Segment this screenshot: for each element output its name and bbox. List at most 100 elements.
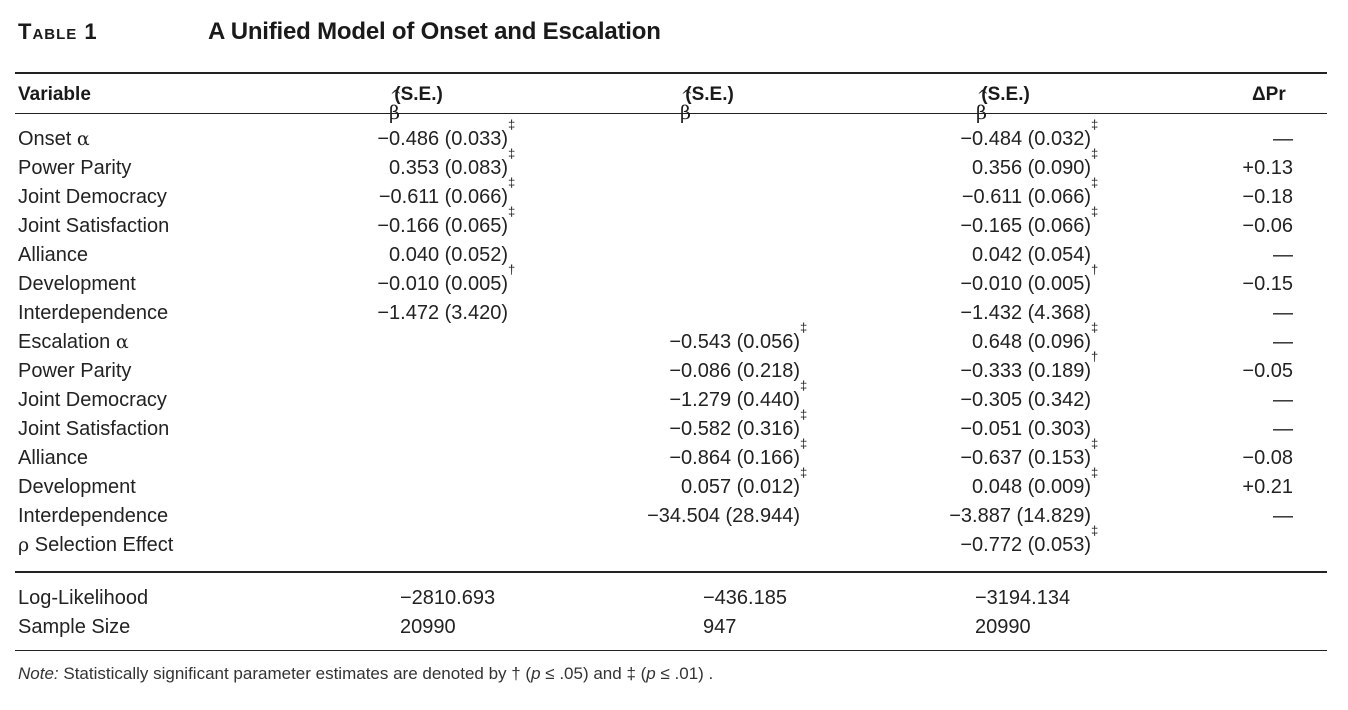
delta-pr-cell: — xyxy=(1273,244,1293,266)
estimate-cell: −0.484 (0.032)‡ xyxy=(960,117,1099,150)
table-note: Note: Statistically significant paramete… xyxy=(18,664,713,684)
estimate-cell: −0.010 (0.005)† xyxy=(960,262,1099,295)
variable-cell: Joint Democracy xyxy=(18,389,167,411)
variable-cell: Alliance xyxy=(18,447,89,469)
bottom-rule xyxy=(15,650,1327,651)
delta-pr-cell: — xyxy=(1273,505,1293,527)
variable-cell: Development xyxy=(18,476,136,498)
variable-cell: Development xyxy=(18,273,136,295)
table-row: Power Parity −0.086 (0.218) −0.333 (0.189)… xyxy=(0,349,1348,389)
delta-pr-cell: — xyxy=(1273,331,1293,353)
estimate-cell xyxy=(800,534,810,557)
stats-value: 947 xyxy=(703,616,737,638)
estimate-cell: −3.887 (14.829) xyxy=(949,505,1091,527)
estimate-cell: 0.356 (0.090)‡ xyxy=(972,146,1099,179)
estimate-cell xyxy=(800,157,810,180)
table-body: Onset α −0.486 (0.033)‡ −0.484 (0.032)‡ — Po… xyxy=(0,117,1348,563)
estimate-cell: −0.010 (0.005)† xyxy=(377,262,516,295)
estimate-cell: 0.048 (0.009)‡ xyxy=(972,465,1099,498)
estimate-cell: 0.042 (0.054) xyxy=(972,244,1091,266)
table-title: A Unified Model of Onset and Escalation xyxy=(208,18,661,45)
estimate-cell: 0.353 (0.083)‡ xyxy=(389,146,516,179)
table-label: Table 1 xyxy=(18,19,98,44)
table-caption: Table 1 A Unified Model of Onset and Esc… xyxy=(18,14,661,50)
estimate-cell: −0.543 (0.056)‡ xyxy=(669,320,808,353)
table-row: Interdependence −1.472 (3.420) −1.432 (4.3… xyxy=(0,302,1348,331)
delta-pr-cell: −0.05 xyxy=(1242,360,1293,382)
variable-cell: Joint Democracy xyxy=(18,186,167,208)
estimate-cell: −0.486 (0.033)‡ xyxy=(377,117,516,150)
table-row: Joint Satisfaction −0.582 (0.316)‡ −0.051 … xyxy=(0,407,1348,447)
estimate-cell xyxy=(800,128,810,151)
estimate-cell xyxy=(508,534,518,557)
delta-pr-cell: +0.13 xyxy=(1242,157,1293,179)
estimate-cell xyxy=(508,505,518,528)
stats-row: Log-Likelihood −2810.693 −436.185 −3194.134 xyxy=(0,587,1348,616)
note-text-b: ≤ .05) and ‡ ( xyxy=(540,664,647,683)
estimate-cell: −0.864 (0.166)‡ xyxy=(669,436,808,469)
delta-pr-cell: — xyxy=(1273,128,1293,150)
table-row: Joint Satisfaction −0.166 (0.065)‡ −0.165 … xyxy=(0,204,1348,244)
header-beta-se-1: ^ β (S.E.) xyxy=(389,84,443,124)
header-beta-se-3: ^ β (S.E.) xyxy=(976,84,1030,124)
stats-rule xyxy=(15,571,1327,573)
estimate-cell: −0.611 (0.066)‡ xyxy=(961,175,1099,208)
delta-pr-cell: −0.06 xyxy=(1242,215,1293,237)
stats-label: Sample Size xyxy=(18,616,131,638)
table-row: Development 0.057 (0.012)‡ 0.048 (0.009)‡ +… xyxy=(0,465,1348,505)
table-row: Power Parity 0.353 (0.083)‡ 0.356 (0.090)‡… xyxy=(0,146,1348,186)
note-lead: Note: xyxy=(18,664,59,683)
delta-pr-cell: — xyxy=(1273,302,1293,324)
estimate-cell: 0.648 (0.096)‡ xyxy=(972,320,1099,353)
table-row: Joint Democracy −1.279 (0.440)‡ −0.305 (0.… xyxy=(0,379,1348,418)
table-row: Alliance −0.864 (0.166)‡ −0.637 (0.153)‡ −0… xyxy=(0,436,1348,476)
table-row: Development −0.010 (0.005)† −0.010 (0.005)… xyxy=(0,262,1348,302)
delta-pr-cell: — xyxy=(1273,418,1293,440)
variable-cell: Interdependence xyxy=(18,505,169,527)
estimate-cell: −1.432 (4.368) xyxy=(960,302,1091,324)
table-row: Interdependence −34.504 (28.944) −3.887 (1… xyxy=(0,505,1348,534)
stats-value: −3194.134 xyxy=(975,587,1071,609)
estimate-cell: −0.772 (0.053)‡ xyxy=(960,523,1099,556)
variable-cell: Escalation α xyxy=(18,331,129,353)
estimate-cell xyxy=(508,418,518,441)
table-row: Joint Democracy −0.611 (0.066)‡ −0.611 (0.… xyxy=(0,175,1348,215)
table-row: ρ Selection Effect −0.772 (0.053)‡ xyxy=(0,523,1348,563)
note-text-c: ≤ .01) . xyxy=(655,664,714,683)
table-row: Escalation α −0.543 (0.056)‡ 0.648 (0.096)… xyxy=(0,320,1348,360)
variable-cell: Power Parity xyxy=(18,360,132,382)
estimate-cell: −0.582 (0.316)‡ xyxy=(669,407,808,440)
delta-pr-cell: — xyxy=(1273,389,1293,411)
estimate-cell xyxy=(508,389,518,412)
estimate-cell: −0.305 (0.342) xyxy=(960,389,1091,411)
delta-pr-cell: +0.21 xyxy=(1242,476,1293,498)
table-row: Onset α −0.486 (0.033)‡ −0.484 (0.032)‡ — xyxy=(0,117,1348,157)
estimate-cell: 0.057 (0.012)‡ xyxy=(681,465,808,498)
estimate-cell: 0.040 (0.052) xyxy=(389,244,508,266)
estimate-cell: −0.333 (0.189)† xyxy=(960,349,1099,382)
table-stats: Log-Likelihood −2810.693 −436.185 −3194.134… xyxy=(0,587,1348,645)
estimate-cell: −0.611 (0.066)‡ xyxy=(378,175,516,208)
header-rule xyxy=(15,113,1327,114)
delta-pr-cell: −0.18 xyxy=(1242,186,1293,208)
stats-value: 20990 xyxy=(975,616,1031,638)
estimate-cell xyxy=(800,244,810,267)
variable-cell: Onset α xyxy=(18,128,90,150)
variable-cell: ρ Selection Effect xyxy=(18,534,174,556)
estimate-cell: −0.637 (0.153)‡ xyxy=(960,436,1099,469)
variable-cell: Joint Satisfaction xyxy=(18,418,170,440)
header-beta-se-2: ^ β (S.E.) xyxy=(680,84,734,124)
estimate-cell: −34.504 (28.944) xyxy=(647,505,800,527)
estimate-cell xyxy=(508,331,518,354)
note-p2: p xyxy=(646,664,656,683)
estimate-cell: −0.086 (0.218) xyxy=(669,360,800,382)
stats-value: −2810.693 xyxy=(400,587,496,609)
stats-value: −436.185 xyxy=(703,587,787,609)
estimate-cell: −0.165 (0.066)‡ xyxy=(960,204,1099,237)
variable-cell: Interdependence xyxy=(18,302,169,324)
variable-cell: Joint Satisfaction xyxy=(18,215,170,237)
estimate-cell xyxy=(800,273,810,296)
header-variable: Variable xyxy=(18,84,91,105)
estimate-cell: −0.166 (0.065)‡ xyxy=(377,204,516,237)
variable-cell: Power Parity xyxy=(18,157,132,179)
